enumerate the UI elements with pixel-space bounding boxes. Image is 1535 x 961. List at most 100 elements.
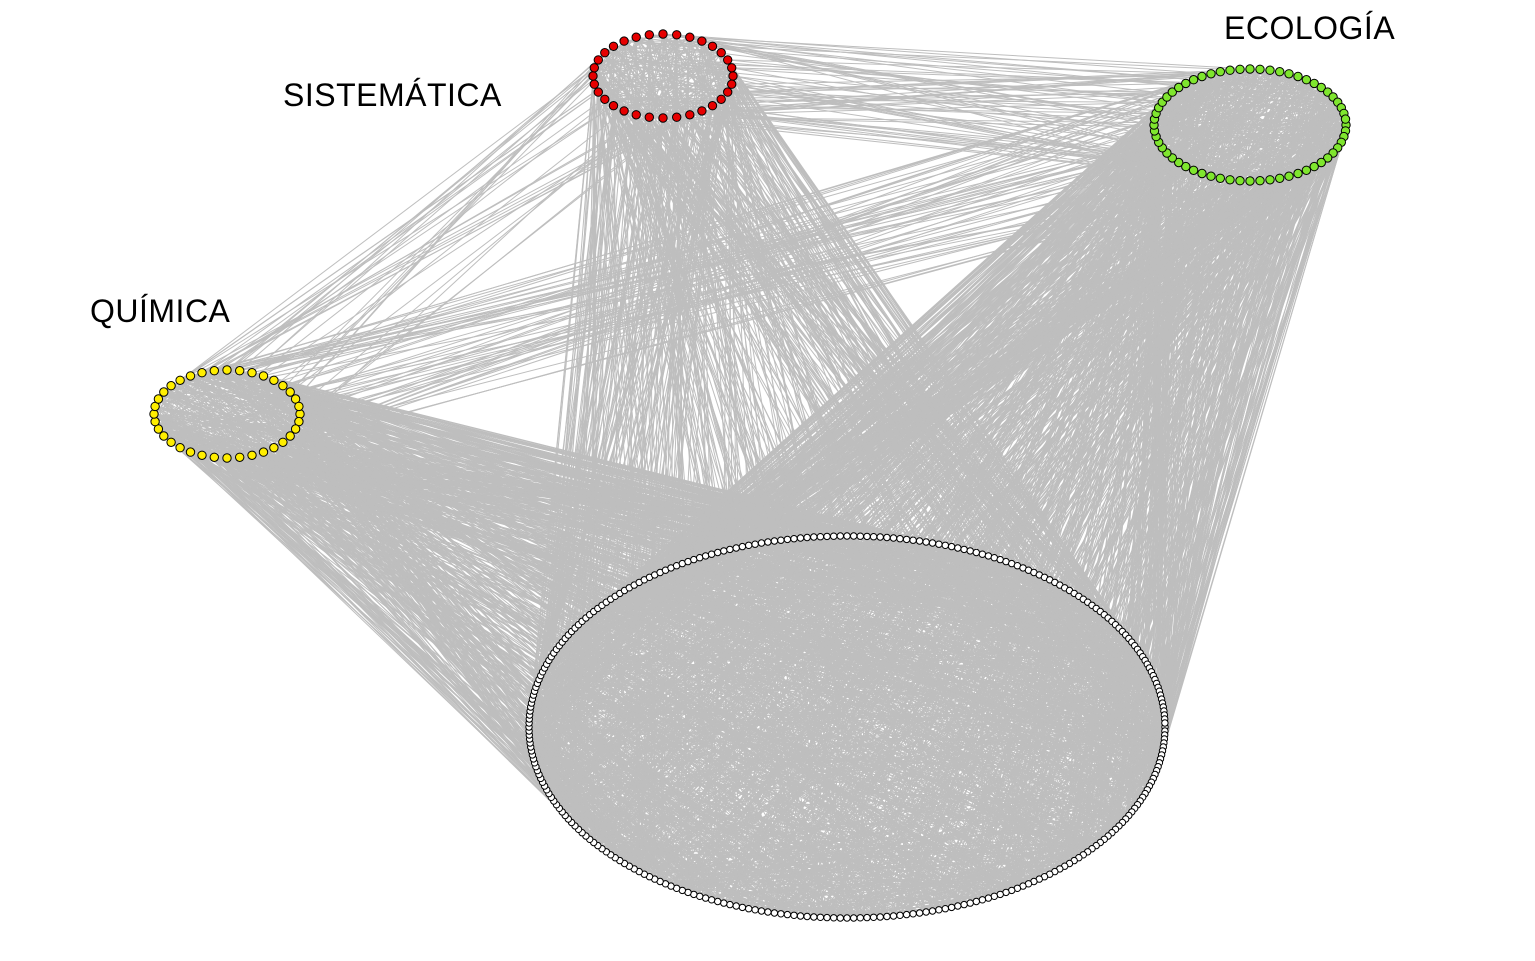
node-core <box>770 909 779 917</box>
edge <box>592 75 1018 567</box>
edge <box>597 92 672 887</box>
edge <box>727 59 1120 629</box>
edge <box>635 36 1035 882</box>
edge <box>601 117 664 606</box>
node-core <box>947 542 956 551</box>
node-quimica <box>185 447 196 457</box>
edge <box>813 147 1338 538</box>
node-quimica <box>235 452 245 462</box>
edge <box>289 36 637 393</box>
edge <box>623 40 1116 626</box>
edge <box>534 105 713 692</box>
node-quimica <box>185 371 196 381</box>
edge <box>1118 119 1155 826</box>
node-sistematica <box>608 41 619 51</box>
node-core <box>707 896 716 904</box>
node-core <box>701 552 710 560</box>
edge <box>593 67 1007 893</box>
edge <box>571 114 691 632</box>
node-core <box>745 905 753 913</box>
node-quimica <box>278 437 288 447</box>
node-ecologia <box>1293 168 1303 179</box>
node-sistematica <box>716 94 726 105</box>
edge <box>213 370 530 716</box>
node-core <box>726 545 734 554</box>
node-core <box>876 913 884 921</box>
edge <box>214 456 1045 878</box>
edge <box>548 117 678 794</box>
node-core <box>796 912 805 920</box>
edge <box>298 52 722 407</box>
node-core <box>928 907 937 915</box>
edge <box>689 36 1194 81</box>
node-core <box>984 894 993 902</box>
edge <box>727 91 1051 581</box>
node-core <box>960 545 968 554</box>
edge <box>1163 71 1221 740</box>
node-ecologia <box>1301 75 1312 85</box>
node-sistematica <box>658 113 668 123</box>
node-layer <box>149 29 1351 922</box>
edge <box>648 117 719 902</box>
edge <box>723 73 1290 904</box>
edge <box>597 91 921 542</box>
node-core <box>902 535 911 544</box>
edge <box>732 75 1105 840</box>
edge <box>662 33 1338 103</box>
edge <box>648 116 1040 576</box>
node-core <box>738 542 747 551</box>
edge <box>604 98 1163 103</box>
edge <box>613 105 689 893</box>
node-core <box>843 914 851 922</box>
edge <box>604 99 801 917</box>
edge <box>701 40 901 916</box>
node-core <box>941 541 949 549</box>
edge <box>723 59 729 551</box>
edge <box>1164 83 1187 732</box>
node-quimica <box>222 365 232 375</box>
edge <box>1158 124 1347 692</box>
edge <box>542 105 614 783</box>
node-quimica <box>159 431 169 441</box>
node-core <box>830 914 838 922</box>
node-sistematica <box>600 48 610 58</box>
node-core <box>757 539 766 547</box>
edge <box>662 33 861 918</box>
node-core <box>803 912 811 921</box>
edge <box>251 454 1138 806</box>
edge <box>1049 178 1281 581</box>
edge <box>163 118 1155 437</box>
edge <box>578 67 595 830</box>
node-sistematica <box>723 87 733 97</box>
edge <box>701 40 1155 126</box>
node-sistematica <box>685 110 695 120</box>
edge <box>201 372 548 791</box>
edge <box>613 105 731 905</box>
edge <box>298 107 1342 423</box>
node-core <box>954 544 962 552</box>
node-core <box>896 535 904 543</box>
node-quimica <box>258 447 269 457</box>
node-ecologia <box>1174 157 1184 168</box>
node-quimica <box>285 387 295 397</box>
edge <box>251 152 1168 456</box>
edge <box>153 105 614 415</box>
node-core <box>928 539 937 547</box>
edge <box>158 79 1194 400</box>
node-ecologia <box>1301 165 1312 176</box>
node-sistematica <box>685 32 695 42</box>
edge <box>1049 136 1345 581</box>
node-ecologia <box>1225 175 1235 185</box>
node-ecologia <box>1309 161 1319 172</box>
edge <box>201 372 1056 873</box>
node-sistematica <box>593 55 603 65</box>
node-core <box>915 537 924 545</box>
edge <box>605 84 733 603</box>
node-core <box>823 913 831 922</box>
node-sistematica <box>728 71 738 81</box>
node-core <box>777 536 785 544</box>
edge <box>748 179 1231 546</box>
edge <box>592 75 1138 805</box>
edge <box>701 110 1315 168</box>
edge <box>712 46 1138 650</box>
